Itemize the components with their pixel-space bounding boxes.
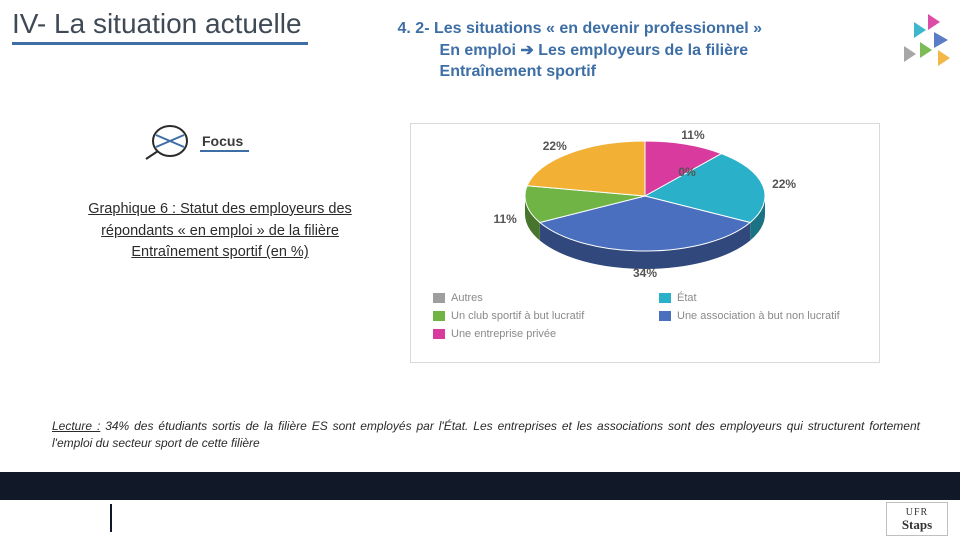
ufr-staps-logo: UFR Staps [886,502,948,536]
pie-slice-label: 11% [493,212,516,226]
pie-chart [480,134,810,282]
subheading-line-3: Entraînement sportif [398,61,763,83]
legend-item: Une association à but non lucratif [659,310,857,322]
pie-slice-label: 22% [543,139,567,153]
legend-item: Une entreprise privée [433,328,631,340]
legend-text: Autres [451,292,483,304]
logo-line-2: Staps [902,518,932,531]
legend-swatch [659,311,671,321]
pie-slice-label: 0% [678,165,695,179]
footer-tick [110,504,112,532]
lecture-body: 34% des étudiants sortis de la filière E… [52,419,920,450]
legend-item: État [659,292,857,304]
chart-legend: Autres État Un club sportif à but lucratif… [411,282,879,340]
legend-swatch [433,329,445,339]
pie-chart-container: 11% 0% 22% 34% 11% 22% Autres État Un club spor… [410,123,880,363]
legend-text: État [677,292,697,304]
legend-swatch [433,311,445,321]
legend-swatch [659,293,671,303]
subheading-line-2: En emploi ➔ Les employeurs de la filière [398,40,763,62]
legend-swatch [433,293,445,303]
legend-text: Une entreprise privée [451,328,556,340]
lecture-prefix: Lecture : [52,419,100,433]
magnifier-icon [140,123,192,163]
focus-label: Focus [200,133,249,152]
subheading-line-1: 4. 2- Les situations « en devenir profes… [398,20,763,37]
corner-decoration-icon [894,10,954,70]
chart-caption: Graphique 6 : Statut des employeurs des … [50,199,390,264]
section-subheading: 4. 2- Les situations « en devenir profes… [398,8,763,83]
logo-line-1: UFR [906,508,928,518]
pie-slice-label: 34% [633,266,657,280]
footer-bar [0,472,960,500]
pie-slice-label: 11% [681,128,704,142]
pie-slice-label: 22% [772,177,796,191]
lecture-note: Lecture : 34% des étudiants sortis de la… [52,418,920,452]
legend-item: Un club sportif à but lucratif [433,310,631,322]
section-title: IV- La situation actuelle [12,8,308,45]
legend-text: Une association à but non lucratif [677,310,840,322]
legend-item: Autres [433,292,631,304]
legend-text: Un club sportif à but lucratif [451,310,584,322]
